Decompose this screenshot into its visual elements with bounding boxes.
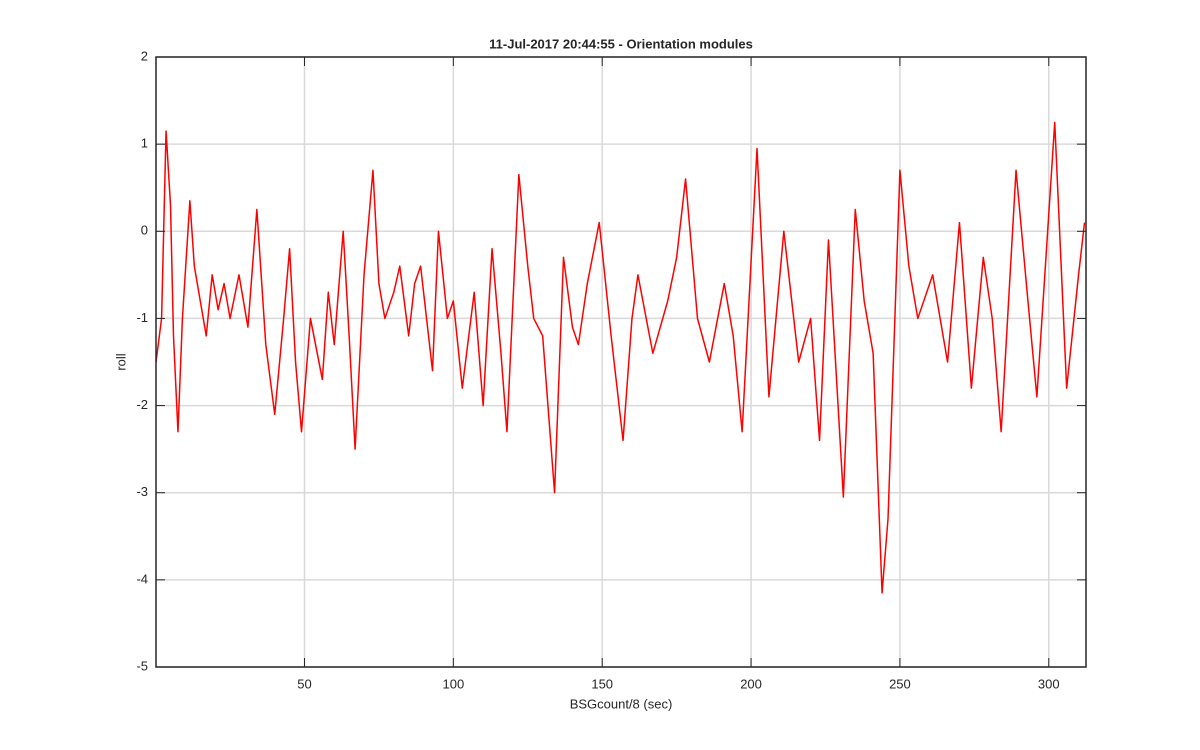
y-tick-label: -5 (136, 658, 148, 673)
y-tick-label: 1 (141, 136, 148, 151)
y-tick-label: -3 (136, 484, 148, 499)
plot-area (155, 121, 1086, 594)
y-tick-label: -2 (136, 397, 148, 412)
y-tick-label: -4 (136, 571, 148, 586)
x-tick-label: 200 (740, 676, 762, 691)
x-tick-label: 150 (591, 676, 613, 691)
y-tick-label: -1 (136, 310, 148, 325)
x-tick-label: 100 (442, 676, 464, 691)
y-tick-label: 0 (141, 223, 148, 238)
y-tick-label: 2 (141, 48, 148, 63)
x-axis-label: BSGcount/8 (sec) (570, 696, 673, 711)
x-tick-label: 300 (1038, 676, 1060, 691)
data-line (155, 121, 1086, 594)
y-axis-label: roll (113, 353, 128, 370)
chart-title: 11-Jul-2017 20:44:55 - Orientation modul… (489, 36, 753, 51)
x-tick-label: 50 (297, 676, 311, 691)
axes-box (155, 56, 1087, 668)
x-tick-label: 250 (889, 676, 911, 691)
